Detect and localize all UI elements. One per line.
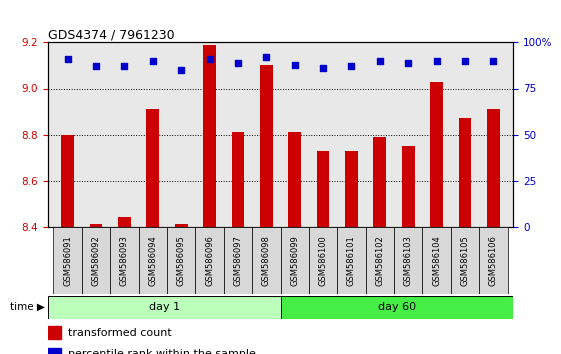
Bar [232,132,244,227]
Point [262,55,271,60]
Text: GDS4374 / 7961230: GDS4374 / 7961230 [48,28,174,41]
Text: GSM586099: GSM586099 [290,235,299,286]
Bar [394,227,422,294]
Bar [288,132,301,227]
Bar [53,227,82,294]
Text: GSM586091: GSM586091 [63,235,72,286]
Text: GSM586097: GSM586097 [233,235,242,286]
Text: GSM586098: GSM586098 [262,235,271,286]
Bar [345,151,358,227]
Text: GSM586092: GSM586092 [91,235,100,286]
Bar [48,296,280,319]
Text: GSM586096: GSM586096 [205,235,214,286]
Point [148,58,157,64]
Bar [118,217,131,227]
Point [319,65,328,71]
Point [91,64,100,69]
Text: GSM586103: GSM586103 [404,235,413,286]
Text: GSM586093: GSM586093 [120,235,129,286]
Bar [110,227,139,294]
Bar [48,326,61,339]
Point [432,58,441,64]
Bar [146,109,159,227]
Point [404,60,413,65]
Bar [260,65,273,227]
Text: day 60: day 60 [378,302,416,312]
Bar [195,227,224,294]
Point [63,56,72,62]
Text: GSM586100: GSM586100 [319,235,328,286]
Bar [451,227,479,294]
Bar [422,227,451,294]
Text: transformed count: transformed count [68,328,172,338]
Bar [280,227,309,294]
Text: GSM586105: GSM586105 [461,235,470,286]
Bar [167,227,195,294]
Text: GSM586106: GSM586106 [489,235,498,286]
Point [205,56,214,62]
Point [120,64,129,69]
Bar [317,151,329,227]
Point [347,64,356,69]
Point [290,62,299,67]
Bar [48,348,61,354]
Text: time ▶: time ▶ [10,302,45,312]
Point [461,58,470,64]
Bar [337,227,366,294]
Bar [90,224,102,227]
Bar [479,227,508,294]
Bar [203,45,216,227]
Bar [309,227,337,294]
Text: percentile rank within the sample: percentile rank within the sample [68,349,256,354]
Text: GSM586094: GSM586094 [148,235,157,286]
Point [233,60,242,65]
Bar [61,135,74,227]
Text: GSM586104: GSM586104 [432,235,441,286]
Point [489,58,498,64]
Text: day 1: day 1 [149,302,180,312]
Bar [139,227,167,294]
Text: GSM586101: GSM586101 [347,235,356,286]
Text: GSM586095: GSM586095 [177,235,186,286]
Bar [459,119,471,227]
Bar [82,227,110,294]
Bar [374,137,387,227]
Bar [430,82,443,227]
Bar [280,296,513,319]
Bar [174,224,187,227]
Text: GSM586102: GSM586102 [375,235,384,286]
Bar [487,109,500,227]
Bar [366,227,394,294]
Point [375,58,384,64]
Bar [224,227,252,294]
Bar [252,227,280,294]
Bar [402,146,415,227]
Point [177,67,186,73]
